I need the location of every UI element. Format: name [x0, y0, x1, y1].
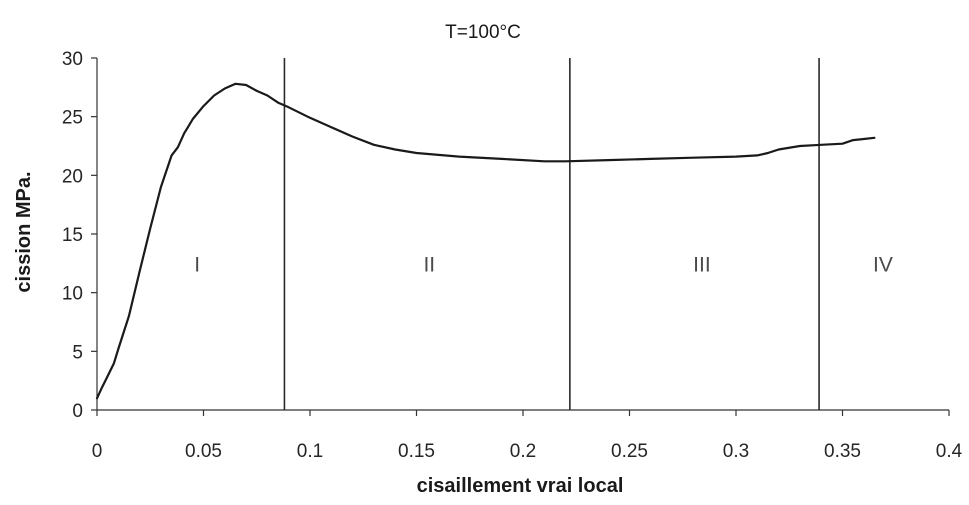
chart-title: T=100°C — [445, 22, 521, 43]
x-tick-label: 0.35 — [824, 441, 861, 462]
x-axis: 0 0.05 0.1 0.15 0.2 0.25 0.3 0.35 0.4 — [92, 409, 963, 462]
x-tick-label: 0.1 — [297, 441, 323, 462]
y-tick-label: 5 — [72, 342, 83, 363]
x-tick-label: 0 — [92, 441, 103, 462]
y-axis-label: cission MPa. — [13, 171, 35, 292]
region-labels: I II III IV — [194, 253, 893, 276]
region-boundaries — [283, 58, 820, 410]
y-tick-label: 30 — [62, 49, 83, 70]
region-label: I — [194, 253, 200, 276]
y-tick-label: 25 — [62, 108, 83, 129]
x-tick-label: 0.4 — [936, 441, 963, 462]
y-tick-label: 0 — [72, 401, 83, 422]
x-tick-label: 0.05 — [185, 441, 222, 462]
region-label: IV — [873, 253, 893, 276]
y-tick-label: 10 — [62, 284, 83, 305]
y-axis: 0 5 10 15 20 25 30 — [62, 49, 98, 422]
x-axis-label: cisaillement vrai local — [417, 475, 624, 497]
series-group — [95, 82, 876, 400]
x-tick-label: 0.25 — [611, 441, 648, 462]
series-line — [95, 82, 876, 400]
y-tick-label: 15 — [62, 225, 83, 246]
x-tick-label: 0.3 — [723, 441, 749, 462]
region-label: II — [423, 253, 435, 276]
x-tick-label: 0.2 — [510, 441, 536, 462]
y-tick-label: 20 — [62, 166, 83, 187]
x-tick-label: 0.15 — [398, 441, 435, 462]
region-label: III — [693, 253, 711, 276]
